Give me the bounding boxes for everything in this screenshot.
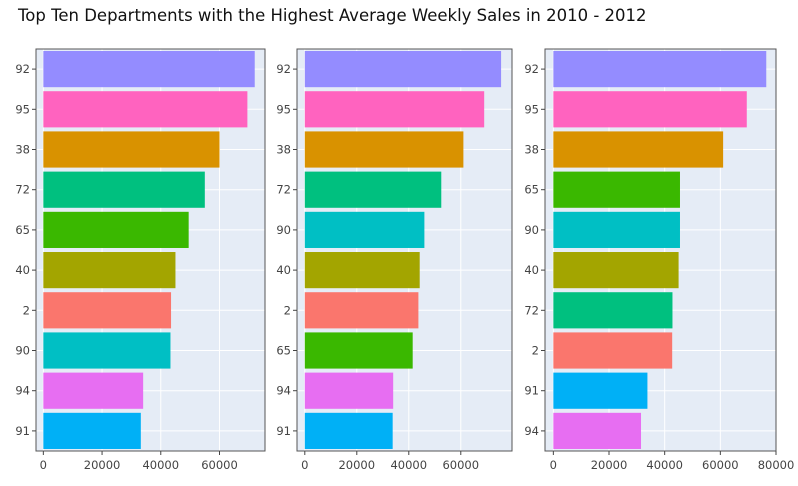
y-tick-label-1-8: 90 — [15, 344, 30, 358]
y-tick-label-2-8: 65 — [276, 344, 291, 358]
bar-1-dept-91[interactable] — [43, 412, 141, 449]
bar-1-dept-90[interactable] — [43, 332, 171, 369]
x-tick-label-1-4: 60000 — [201, 458, 238, 472]
y-tick-label-3-9: 91 — [524, 384, 539, 398]
bar-3-dept-90[interactable] — [553, 211, 680, 248]
x-tick-label-2-4: 60000 — [442, 458, 479, 472]
y-tick-label-3-4: 65 — [524, 183, 539, 197]
y-tick-label-2-9: 94 — [276, 384, 291, 398]
bar-2-dept-95[interactable] — [304, 91, 485, 128]
bar-1-dept-72[interactable] — [43, 171, 205, 208]
bar-3-dept-2[interactable] — [553, 332, 673, 369]
bar-2-dept-72[interactable] — [304, 171, 442, 208]
bar-2-dept-92[interactable] — [304, 51, 502, 88]
bar-2-dept-91[interactable] — [304, 412, 393, 449]
y-tick-label-3-5: 90 — [524, 223, 539, 237]
y-tick-label-3-10: 94 — [524, 424, 539, 438]
x-tick-label-3-1: 0 — [550, 458, 557, 472]
bar-3-dept-95[interactable] — [553, 91, 747, 128]
bar-1-dept-94[interactable] — [43, 372, 144, 409]
x-tick-label-3-4: 60000 — [702, 458, 739, 472]
bar-3-dept-38[interactable] — [553, 131, 724, 168]
y-tick-label-2-7: 2 — [284, 303, 291, 317]
x-tick-label-3-2: 20000 — [591, 458, 628, 472]
y-tick-label-2-4: 72 — [276, 183, 291, 197]
y-tick-label-1-5: 65 — [15, 223, 30, 237]
bar-2-dept-38[interactable] — [304, 131, 464, 168]
y-tick-label-1-4: 72 — [15, 183, 30, 197]
y-tick-label-1-1: 92 — [15, 62, 30, 76]
bar-2-dept-40[interactable] — [304, 252, 420, 289]
y-tick-label-1-10: 91 — [15, 424, 30, 438]
y-tick-label-2-2: 95 — [276, 102, 291, 116]
y-tick-label-2-3: 38 — [276, 143, 291, 157]
bar-1-dept-40[interactable] — [43, 252, 176, 289]
y-tick-label-3-6: 40 — [524, 263, 539, 277]
bar-1-dept-38[interactable] — [43, 131, 220, 168]
bar-3-dept-91[interactable] — [553, 372, 648, 409]
x-tick-label-2-2: 20000 — [338, 458, 375, 472]
panel-border-2 — [296, 48, 513, 452]
bar-1-dept-65[interactable] — [43, 211, 189, 248]
bar-2-dept-90[interactable] — [304, 211, 425, 248]
bar-1-dept-92[interactable] — [43, 51, 255, 88]
panel-border-1 — [35, 48, 266, 452]
y-tick-label-1-3: 38 — [15, 143, 30, 157]
y-tick-label-1-7: 2 — [23, 303, 30, 317]
x-tick-label-2-1: 0 — [301, 458, 308, 472]
y-tick-label-1-9: 94 — [15, 384, 30, 398]
x-tick-label-1-1: 0 — [40, 458, 47, 472]
y-tick-label-3-2: 95 — [524, 102, 539, 116]
bar-3-dept-65[interactable] — [553, 171, 680, 208]
bar-1-dept-2[interactable] — [43, 292, 172, 329]
y-tick-label-3-7: 72 — [524, 303, 539, 317]
bar-3-dept-40[interactable] — [553, 252, 679, 289]
bar-2-dept-94[interactable] — [304, 372, 394, 409]
bar-2-dept-65[interactable] — [304, 332, 413, 369]
y-tick-label-2-6: 40 — [276, 263, 291, 277]
x-tick-label-3-3: 40000 — [646, 458, 683, 472]
y-tick-label-3-3: 38 — [524, 143, 539, 157]
bar-3-dept-72[interactable] — [553, 292, 673, 329]
x-tick-label-1-2: 20000 — [84, 458, 121, 472]
bar-3-dept-94[interactable] — [553, 412, 642, 449]
bar-2-dept-2[interactable] — [304, 292, 419, 329]
x-tick-label-3-5: 80000 — [758, 458, 795, 472]
bar-1-dept-95[interactable] — [43, 91, 248, 128]
y-tick-label-2-5: 90 — [276, 223, 291, 237]
chart-title: Top Ten Departments with the Highest Ave… — [18, 6, 647, 25]
x-tick-label-1-3: 40000 — [142, 458, 179, 472]
panel-border-3 — [544, 48, 777, 452]
y-tick-label-1-6: 40 — [15, 263, 30, 277]
y-tick-label-3-8: 2 — [532, 344, 539, 358]
y-tick-label-3-1: 92 — [524, 62, 539, 76]
y-tick-label-2-10: 91 — [276, 424, 291, 438]
y-tick-label-2-1: 92 — [276, 62, 291, 76]
x-tick-label-2-3: 40000 — [390, 458, 427, 472]
y-tick-label-1-2: 95 — [15, 102, 30, 116]
bar-3-dept-92[interactable] — [553, 51, 767, 88]
